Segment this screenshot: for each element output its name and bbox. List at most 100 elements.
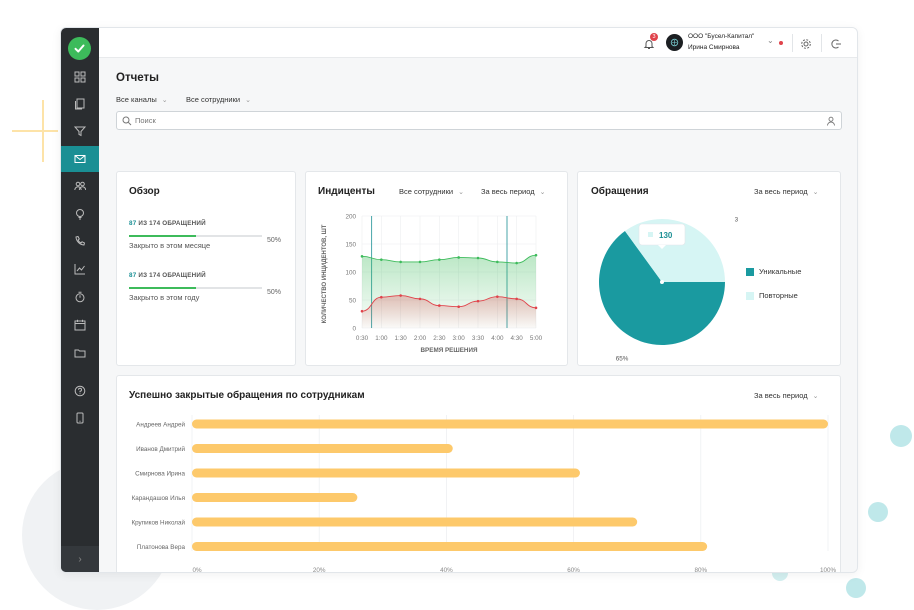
y-tick-label: 50 — [349, 297, 357, 304]
series-point — [515, 261, 518, 265]
bar[interactable] — [192, 542, 708, 551]
decor-dot — [846, 578, 866, 598]
decor-dot — [890, 425, 912, 447]
pie-slice[interactable] — [599, 231, 725, 345]
company-avatar[interactable] — [666, 34, 683, 51]
overview-count: 87 — [129, 220, 137, 227]
help-icon — [74, 385, 86, 397]
decor-cross-icon — [12, 100, 58, 162]
app-window: › 3 ООО "Бусел-Капитал" Ирина Смирнова ⌄… — [60, 27, 858, 573]
series-area — [362, 295, 536, 328]
y-axis-label: КОЛИЧЕСТВО ИНЦИДЕНТОВ, ШТ — [322, 224, 328, 323]
page-title: Отчеты — [116, 72, 159, 84]
series-line — [361, 295, 537, 312]
series-point — [360, 255, 364, 258]
x-tick-label: 0:30 — [356, 335, 369, 342]
x-tick-label: 1:30 — [395, 335, 408, 342]
overview-progress-fill — [129, 287, 196, 289]
bar[interactable] — [192, 468, 580, 478]
sidebar-item-folder[interactable] — [61, 340, 99, 366]
y-tick-label: 200 — [345, 213, 356, 220]
series-line — [361, 254, 537, 264]
sidebar-item-lightbulb[interactable] — [61, 201, 99, 227]
search-input[interactable] — [135, 114, 815, 127]
bar[interactable] — [192, 419, 828, 429]
overview-progress-track — [129, 235, 262, 237]
account-chevron-down-icon[interactable]: ⌄ — [767, 36, 774, 45]
decor-dot — [868, 502, 888, 522]
sidebar-item-chart[interactable] — [61, 256, 99, 282]
overview-card: Обзор 87 ИЗ 174 ОБРАЩЕНИЙ Закрыто в этом … — [116, 171, 296, 366]
logout-icon[interactable] — [830, 37, 842, 55]
chevron-down-icon: ⌄ — [161, 97, 168, 104]
series-point — [438, 304, 441, 307]
sidebar-item-filter[interactable] — [61, 118, 99, 144]
pie-tooltip: 130 — [638, 223, 686, 249]
overview-row: 87 ИЗ 174 ОБРАЩЕНИЙ Закрыто в этом месяце… — [129, 220, 289, 260]
overview-row-label: Закрыто в этом месяце — [129, 241, 211, 250]
chevron-down-icon: ⌄ — [812, 189, 819, 196]
series-point — [534, 306, 538, 310]
pie-center-dot — [660, 280, 664, 284]
sidebar-item-users[interactable] — [61, 173, 99, 199]
bar[interactable] — [192, 493, 358, 502]
series-point — [380, 295, 383, 299]
topbar: 3 ООО "Бусел-Капитал" Ирина Смирнова ⌄ — [99, 28, 857, 58]
employees-period-dropdown[interactable]: За весь период ⌄ — [754, 391, 819, 400]
sidebar-item-documents[interactable] — [61, 91, 99, 117]
pie-slice-label: 65% — [616, 356, 629, 363]
sidebar-expand-button[interactable]: › — [61, 546, 99, 572]
logo-check-icon[interactable] — [68, 37, 91, 60]
incidents-card: Индиценты Все сотрудники ⌄ За весь период… — [305, 171, 568, 366]
overview-title: Обзор — [129, 186, 160, 197]
search-bar[interactable] — [116, 111, 842, 130]
overview-progress-track — [129, 287, 262, 289]
bar[interactable] — [192, 444, 453, 453]
channels-filter-dropdown[interactable]: Все каналы ⌄ — [116, 95, 168, 104]
x-tick-label: 3:00 — [453, 335, 466, 342]
x-tick-label: 2:30 — [433, 335, 446, 342]
calendar-icon — [74, 319, 86, 331]
employees-filter-dropdown[interactable]: Все сотрудники ⌄ — [186, 95, 251, 104]
overview-row: 87 ИЗ 174 ОБРАЩЕНИЙ Закрыто в этом году 50… — [129, 272, 289, 312]
divider — [821, 34, 822, 52]
requests-card: Обращения За весь период⌄ 65% 35% 130 Уник… — [577, 171, 841, 366]
x-tick-label: 4:30 — [511, 335, 524, 342]
mobile-icon — [76, 412, 84, 424]
sidebar-item-timer[interactable] — [61, 284, 99, 310]
bar[interactable] — [192, 517, 638, 527]
company-name: ООО "Бусел-Капитал" — [688, 33, 755, 40]
incidents-period-dropdown[interactable]: За весь период ⌄ — [481, 187, 546, 196]
sidebar-item-mail[interactable] — [61, 146, 99, 172]
sidebar-item-help[interactable] — [61, 378, 99, 404]
employees-bar-chart: 0% 20% 40% 60% 80% 100% Андреев Андрей Иванов Д… — [131, 415, 837, 573]
incidents-title: Индиценты — [318, 186, 375, 197]
divider — [792, 34, 793, 52]
overview-percent: 50% — [267, 237, 282, 244]
folder-icon — [74, 349, 86, 358]
sidebar-item-mobile[interactable] — [61, 405, 99, 431]
chevron-down-icon: ⌄ — [539, 189, 546, 196]
incidents-employees-dropdown[interactable]: Все сотрудники ⌄ — [399, 187, 464, 196]
overview-progress-fill — [129, 235, 196, 237]
sidebar-item-dashboard[interactable] — [61, 64, 99, 90]
requests-title: Обращения — [591, 186, 649, 197]
tooltip-swatch — [648, 232, 653, 237]
legend-label: Уникальные — [759, 267, 802, 276]
series-point — [399, 260, 402, 264]
x-tick-label: 3:30 — [472, 335, 485, 342]
x-tick-label: 5:00 — [530, 335, 543, 342]
requests-pie-chart: 65% 35% 130 — [599, 216, 738, 363]
category-label: Иванов Дмитрий — [136, 445, 185, 453]
gear-icon[interactable] — [800, 37, 812, 55]
x-tick-label: 4:00 — [491, 335, 504, 342]
sidebar-item-calendar[interactable] — [61, 312, 99, 338]
category-label: Андреев Андрей — [136, 421, 185, 429]
requests-period-dropdown[interactable]: За весь период ⌄ — [754, 187, 819, 196]
series-point — [496, 260, 499, 264]
bell-icon[interactable]: 3 — [643, 33, 658, 49]
x-tick-label: 100% — [820, 567, 837, 573]
sidebar-item-phone[interactable] — [61, 228, 99, 254]
x-tick-label: 80% — [694, 567, 707, 573]
overview-percent: 50% — [267, 289, 282, 296]
